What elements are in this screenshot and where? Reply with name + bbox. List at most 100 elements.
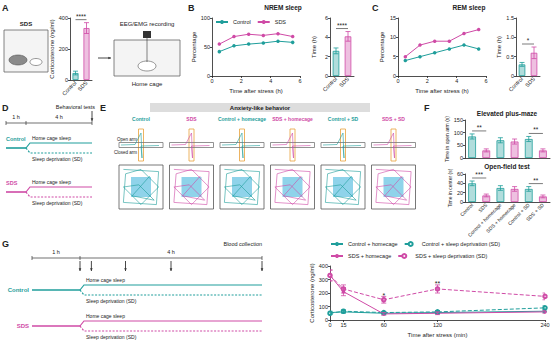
svg-text:SDS + homecage: SDS + homecage [272, 116, 313, 122]
svg-text:SDS: SDS [275, 19, 287, 25]
svg-text:Closed arm: Closed arm [114, 150, 137, 155]
svg-text:6: 6 [484, 78, 487, 84]
svg-text:0: 0 [396, 78, 399, 84]
svg-text:6: 6 [298, 78, 301, 84]
svg-text:2: 2 [240, 78, 243, 84]
svg-text:4 h: 4 h [55, 114, 63, 120]
svg-text:15: 15 [340, 322, 346, 328]
svg-text:4: 4 [455, 78, 458, 84]
svg-text:B: B [188, 3, 195, 13]
svg-text:100: 100 [319, 304, 328, 310]
svg-text:120: 120 [433, 322, 442, 328]
svg-text:**: ** [435, 280, 441, 287]
svg-text:60: 60 [457, 171, 463, 177]
svg-text:SDS: SDS [76, 80, 88, 92]
svg-text:SDS: SDS [20, 21, 32, 27]
svg-text:Sleep deprivation (SD): Sleep deprivation (SD) [32, 200, 83, 206]
svg-text:0: 0 [460, 199, 463, 205]
svg-text:0: 0 [328, 322, 331, 328]
svg-text:Time (h): Time (h) [311, 36, 317, 58]
svg-text:NREM sleep: NREM sleep [264, 4, 302, 12]
svg-text:Control: Control [459, 202, 475, 218]
svg-text:****: **** [76, 13, 87, 20]
svg-text:G: G [2, 239, 9, 249]
svg-text:Elevated plus-maze: Elevated plus-maze [477, 110, 538, 118]
svg-text:2: 2 [426, 78, 429, 84]
svg-text:Corticosterone (ng/ml): Corticosterone (ng/ml) [49, 19, 55, 78]
svg-text:Home cage sleep: Home cage sleep [32, 135, 71, 141]
svg-text:Home cage sleep: Home cage sleep [86, 313, 125, 319]
svg-text:Control: Control [8, 287, 30, 293]
svg-text:0.5: 0.5 [506, 54, 514, 60]
svg-text:Behavioral tests: Behavioral tests [56, 104, 95, 110]
svg-text:100: 100 [201, 15, 210, 21]
svg-text:E: E [100, 103, 106, 113]
svg-text:Time after stress (min): Time after stress (min) [408, 332, 468, 338]
svg-text:Control: Control [507, 76, 524, 93]
svg-text:300: 300 [319, 277, 328, 283]
svg-text:Control + sleep deprivation (S: Control + sleep deprivation (SD) [422, 241, 501, 247]
svg-text:400: 400 [59, 15, 68, 21]
svg-text:1 h: 1 h [12, 114, 20, 120]
svg-text:Control + homecage: Control + homecage [348, 241, 398, 247]
svg-text:*: * [382, 292, 385, 299]
svg-text:1.0: 1.0 [506, 34, 514, 40]
svg-text:0: 0 [511, 73, 514, 79]
svg-text:SDS + SD: SDS + SD [382, 116, 405, 122]
svg-text:0: 0 [460, 155, 463, 161]
svg-text:Sleep deprivation (SD): Sleep deprivation (SD) [86, 298, 137, 304]
svg-text:Sleep deprivation (SD): Sleep deprivation (SD) [32, 156, 83, 162]
svg-text:Time in center (s): Time in center (s) [447, 168, 453, 207]
svg-text:4: 4 [325, 34, 328, 40]
svg-text:C: C [372, 3, 379, 13]
svg-text:Home cage sleep: Home cage sleep [32, 179, 71, 185]
svg-text:*: * [527, 37, 530, 44]
svg-text:Time (h): Time (h) [496, 36, 502, 58]
svg-text:SDS + homecage: SDS + homecage [348, 253, 391, 259]
svg-text:****: **** [337, 22, 348, 29]
svg-text:0: 0 [325, 73, 328, 79]
svg-text:SDS: SDS [17, 323, 29, 329]
svg-text:REM sleep: REM sleep [453, 4, 486, 12]
svg-text:5: 5 [393, 54, 396, 60]
svg-text:240: 240 [540, 322, 549, 328]
svg-text:Control + homecage: Control + homecage [218, 116, 266, 122]
svg-text:4 h: 4 h [167, 249, 175, 255]
svg-text:Control + SD: Control + SD [328, 116, 359, 122]
svg-text:Percentage: Percentage [379, 31, 385, 62]
svg-text:SDS: SDS [338, 76, 350, 88]
svg-text:Home cage sleep: Home cage sleep [86, 277, 125, 283]
svg-text:Control: Control [321, 76, 338, 93]
svg-text:400: 400 [319, 263, 328, 269]
svg-text:SDS: SDS [6, 180, 18, 186]
svg-text:Sleep deprivation (SD): Sleep deprivation (SD) [86, 334, 137, 340]
svg-text:50: 50 [204, 44, 210, 50]
svg-text:SDS + SD: SDS + SD [525, 202, 546, 223]
svg-text:Open arm: Open arm [117, 137, 137, 142]
svg-text:1.5: 1.5 [506, 15, 514, 21]
svg-text:2: 2 [325, 54, 328, 60]
svg-text:Percentage: Percentage [191, 31, 197, 62]
svg-text:D: D [2, 103, 9, 113]
svg-text:200: 200 [319, 290, 328, 296]
svg-text:60: 60 [381, 322, 387, 328]
svg-text:20: 20 [457, 190, 463, 196]
svg-text:SDS + sleep deprivation (SD): SDS + sleep deprivation (SD) [415, 253, 487, 259]
svg-text:SDS: SDS [524, 76, 536, 88]
svg-text:Time after stress (h): Time after stress (h) [415, 88, 468, 94]
svg-text:Open-field test: Open-field test [484, 163, 530, 171]
svg-text:15: 15 [390, 15, 396, 21]
svg-text:EEG/EMG recording: EEG/EMG recording [120, 21, 175, 27]
svg-text:Time after stress (h): Time after stress (h) [229, 88, 282, 94]
svg-text:1 h: 1 h [52, 249, 60, 255]
svg-text:***: *** [475, 171, 483, 178]
svg-text:Home cage: Home cage [132, 81, 163, 87]
svg-text:0: 0 [65, 77, 68, 83]
svg-text:4: 4 [269, 78, 272, 84]
svg-text:100: 100 [454, 130, 463, 136]
svg-text:Control: Control [6, 136, 26, 142]
svg-text:0: 0 [210, 78, 213, 84]
svg-text:Corticosterone (ng/ml): Corticosterone (ng/ml) [309, 263, 315, 322]
svg-text:SDS: SDS [477, 201, 489, 213]
svg-text:40: 40 [457, 180, 463, 186]
